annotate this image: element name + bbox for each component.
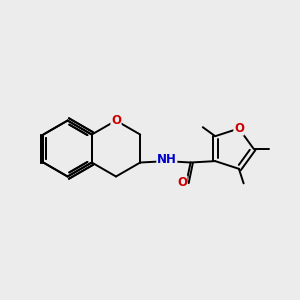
- Text: O: O: [111, 114, 121, 127]
- Text: O: O: [177, 176, 187, 189]
- Text: NH: NH: [157, 153, 177, 166]
- Text: O: O: [234, 122, 244, 135]
